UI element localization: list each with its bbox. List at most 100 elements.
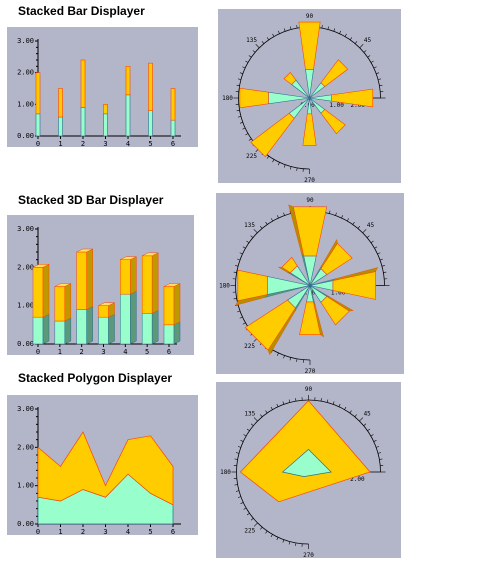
- polar-bar-outer: [331, 88, 374, 108]
- bar3d-top-face: [163, 283, 181, 287]
- angle-label: 90: [306, 13, 314, 20]
- angle-tick: [359, 44, 364, 49]
- x-tick-label: 5: [148, 528, 152, 535]
- bar3d-side: [173, 321, 181, 345]
- polar-bar-side: [320, 238, 338, 269]
- angle-tick: [363, 423, 367, 426]
- angle-tick: [253, 417, 258, 422]
- bar3d-side: [151, 252, 159, 314]
- polar-bar-side: [313, 301, 325, 338]
- plot-background: [7, 27, 198, 147]
- chart-title-stacked-polygon: Stacked Polygon Displayer: [18, 371, 173, 385]
- radial-tick-label: 1.00: [331, 290, 346, 297]
- bar-segment-top: [80, 59, 86, 108]
- angle-label: 45: [364, 410, 372, 417]
- angle-tick: [259, 225, 263, 229]
- stacked-3d-bar-chart: 0.00 1.00 2.00 3.00 0 1 2 3 4 5 6: [7, 215, 194, 355]
- chart-title-stacked-bar: Stacked Bar Displayer: [18, 4, 145, 18]
- x-tick-label: 4: [126, 140, 130, 147]
- radial-tick-label: 2.00: [350, 476, 365, 483]
- angle-tick: [253, 229, 258, 234]
- angle-label: 180: [219, 283, 230, 290]
- x-tick-label: 6: [167, 348, 171, 355]
- polar-stacked-bar-chart: 90 45 135 180 225 270 0.00 1.00 2.00: [218, 9, 401, 183]
- radial-tick-label: 1.00: [329, 102, 344, 109]
- bar3d-side: [64, 317, 72, 345]
- angle-label: 225: [246, 153, 257, 160]
- y-tick-label: 3.00: [17, 225, 34, 233]
- x-tick-label: 5: [148, 140, 152, 147]
- angle-tick: [250, 518, 254, 521]
- x-tick-label: 2: [81, 140, 85, 147]
- bar3d-side: [173, 283, 181, 326]
- angle-label: 225: [244, 528, 255, 535]
- bar3d-top-face: [76, 248, 93, 253]
- angle-tick: [354, 414, 357, 418]
- bar3d-front-bottom: [120, 293, 131, 345]
- bar3d-side: [42, 263, 50, 318]
- bar3d-front-bottom: [163, 324, 175, 345]
- polar-area-inner: [281, 448, 332, 477]
- angle-arc: [236, 399, 381, 545]
- x-tick-label: 2: [80, 348, 84, 355]
- x-tick-label: 1: [58, 140, 62, 147]
- angle-tick: [362, 229, 367, 234]
- angle-label: 225: [244, 343, 255, 350]
- x-tick-label: 3: [103, 528, 107, 535]
- angle-label: 90: [306, 197, 314, 204]
- polar-bar-outer: [320, 59, 349, 87]
- area-series-top: [37, 431, 174, 506]
- polar-bar-outer: [320, 109, 346, 135]
- polar-area-outer: [239, 400, 371, 503]
- bar-segment-bottom: [125, 94, 131, 137]
- bar3d-top-face: [120, 256, 137, 260]
- angle-tick: [261, 41, 265, 44]
- x-tick-label: 4: [123, 348, 127, 355]
- bar3d-front-top: [120, 259, 131, 295]
- angle-label: 270: [304, 177, 315, 183]
- angle-tick: [255, 44, 260, 49]
- radial-tick-label: 0.00: [300, 102, 315, 109]
- bar3d-side: [151, 309, 159, 345]
- angle-label: 270: [303, 552, 314, 558]
- bar3d-front-top: [163, 286, 175, 326]
- angle-label: 45: [364, 37, 372, 44]
- chart-title-stacked-3d-bar: Stacked 3D Bar Displayer: [18, 193, 164, 207]
- angle-tick: [363, 50, 367, 53]
- bar-segment-top: [58, 88, 63, 118]
- bar-segment-top: [35, 72, 41, 115]
- polar-bar-side: [326, 296, 354, 312]
- x-tick-label: 4: [126, 528, 130, 535]
- polar-bar-side: [332, 267, 379, 281]
- angle-label: 135: [246, 37, 257, 44]
- bar-segment-bottom: [80, 107, 86, 137]
- polar-bar-outer: [239, 87, 269, 109]
- bar3d-side: [42, 313, 50, 345]
- x-tick-label: 5: [145, 348, 149, 355]
- stacked-polygon-chart: 0.00 1.00 2.00 3.00 0 1 2 3 4 5 6: [7, 395, 198, 535]
- bar3d-front-top: [141, 255, 153, 314]
- bar-segment-bottom: [148, 110, 153, 137]
- bar3d-front-top: [32, 267, 44, 318]
- bar-segment-bottom: [170, 119, 176, 137]
- y-tick-label: 2.00: [17, 443, 34, 451]
- x-tick-label: 2: [81, 528, 85, 535]
- angle-label: 135: [244, 410, 255, 417]
- bar3d-top-face: [98, 302, 115, 306]
- bar-segment-top: [125, 66, 131, 96]
- bar3d-front-top: [76, 251, 87, 310]
- bar3d-front-bottom: [32, 316, 44, 345]
- polar-bar-outer: [298, 21, 321, 70]
- stacked-bar-chart: 0.00 1.00 2.00 3.00 0 1 2 3 4 5 6: [7, 27, 198, 147]
- angle-tick: [260, 414, 263, 418]
- y-tick-label: 1.00: [17, 302, 34, 310]
- bar3d-side: [108, 313, 115, 345]
- angle-label: 180: [222, 95, 233, 102]
- x-tick-label: 6: [171, 528, 175, 535]
- angle-label: 90: [305, 386, 313, 393]
- y-tick-label: 1.00: [17, 100, 34, 108]
- bar3d-front-bottom: [54, 320, 66, 345]
- polar-bar-side: [278, 266, 291, 273]
- polar-bar-outer: [250, 112, 295, 158]
- bar3d-top-face: [32, 264, 50, 268]
